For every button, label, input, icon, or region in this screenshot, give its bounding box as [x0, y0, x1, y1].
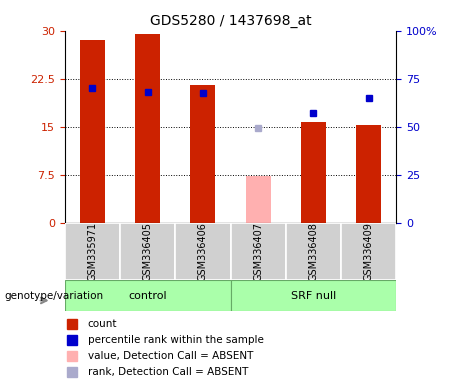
Bar — [341, 223, 396, 280]
Text: GSM336409: GSM336409 — [364, 222, 374, 281]
Bar — [246, 176, 271, 223]
Bar — [65, 280, 230, 311]
Bar — [230, 223, 286, 280]
Text: GSM336407: GSM336407 — [253, 222, 263, 281]
Title: GDS5280 / 1437698_at: GDS5280 / 1437698_at — [150, 14, 311, 28]
Bar — [230, 280, 396, 311]
Bar — [301, 122, 326, 223]
Text: count: count — [88, 319, 117, 329]
Text: GSM335971: GSM335971 — [87, 222, 97, 281]
Text: value, Detection Call = ABSENT: value, Detection Call = ABSENT — [88, 351, 253, 361]
Bar — [175, 223, 230, 280]
Bar — [356, 125, 381, 223]
Text: rank, Detection Call = ABSENT: rank, Detection Call = ABSENT — [88, 367, 248, 377]
Text: GSM336405: GSM336405 — [142, 222, 153, 281]
Text: control: control — [128, 291, 167, 301]
Bar — [65, 223, 120, 280]
Bar — [80, 40, 105, 223]
Text: percentile rank within the sample: percentile rank within the sample — [88, 335, 264, 345]
Bar — [286, 223, 341, 280]
Bar — [135, 34, 160, 223]
Text: GSM336408: GSM336408 — [308, 222, 319, 281]
Text: genotype/variation: genotype/variation — [5, 291, 104, 301]
Text: SRF null: SRF null — [291, 291, 336, 301]
Text: GSM336406: GSM336406 — [198, 222, 208, 281]
Bar — [120, 223, 175, 280]
Bar — [190, 85, 215, 223]
